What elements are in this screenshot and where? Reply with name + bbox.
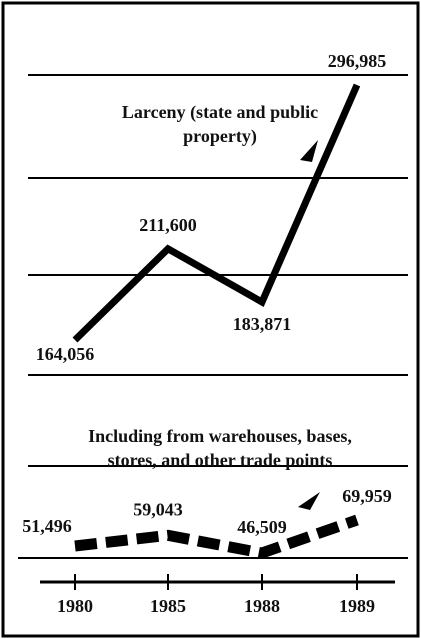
pointer [298,492,320,510]
data-label: 59,043 [133,499,183,519]
x-tick-label: 1989 [339,596,375,616]
data-label: 164,056 [36,344,95,364]
data-label: 46,509 [237,517,287,537]
x-tick-label: 1980 [57,596,93,616]
series-line [74,514,359,559]
series-line [72,83,361,343]
grid [18,74,408,584]
x-tick-label: 1988 [244,596,280,616]
x-tick-label: 1985 [150,596,186,616]
series-label: Including from warehouses, bases, stores… [88,426,352,470]
data-label: 69,959 [342,486,392,506]
pointer [300,140,318,162]
data-label: 183,871 [233,314,292,334]
data-label: 296,985 [328,51,387,71]
data-label: 51,496 [22,516,72,536]
data-label: 211,600 [139,215,197,235]
series-label: Larceny (state and public property) [121,102,319,146]
